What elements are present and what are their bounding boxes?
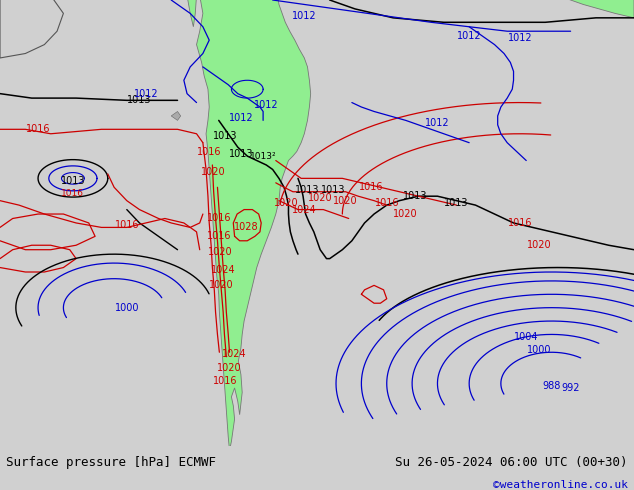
Text: 1000: 1000: [527, 345, 551, 355]
Text: 1012: 1012: [292, 11, 316, 21]
Polygon shape: [197, 0, 311, 450]
Text: 988: 988: [543, 381, 560, 391]
Text: 1024: 1024: [292, 204, 316, 215]
Text: 1020: 1020: [394, 209, 418, 219]
Text: 1016: 1016: [375, 198, 399, 208]
Text: 1016: 1016: [359, 182, 383, 192]
Text: 1016: 1016: [207, 231, 231, 242]
Text: 1020: 1020: [217, 363, 242, 373]
Text: Su 26-05-2024 06:00 UTC (00+30): Su 26-05-2024 06:00 UTC (00+30): [395, 456, 628, 469]
Text: 1020: 1020: [333, 196, 358, 206]
Text: 1024: 1024: [211, 265, 235, 275]
Polygon shape: [0, 0, 63, 58]
Text: 1016: 1016: [213, 376, 237, 386]
Text: ©weatheronline.co.uk: ©weatheronline.co.uk: [493, 480, 628, 490]
Text: 1020: 1020: [209, 280, 233, 291]
Text: 1016: 1016: [61, 189, 84, 197]
Text: 1013: 1013: [444, 198, 469, 208]
Text: 1016: 1016: [508, 218, 532, 228]
Text: 1013: 1013: [295, 185, 320, 195]
Text: 1013²: 1013²: [250, 151, 276, 161]
Text: 1013: 1013: [61, 175, 85, 186]
Polygon shape: [558, 0, 634, 18]
Text: 1013: 1013: [403, 191, 427, 201]
Text: 1013: 1013: [321, 185, 345, 195]
Text: 1016: 1016: [197, 147, 221, 157]
Text: 1020: 1020: [527, 240, 551, 250]
Text: 1020: 1020: [275, 198, 299, 208]
Text: Surface pressure [hPa] ECMWF: Surface pressure [hPa] ECMWF: [6, 456, 216, 469]
Text: 1024: 1024: [223, 349, 247, 360]
Text: 1000: 1000: [115, 303, 139, 313]
Text: 1016: 1016: [115, 220, 139, 230]
Text: 992: 992: [561, 383, 580, 393]
Text: 1016: 1016: [26, 124, 50, 134]
Text: 1012: 1012: [508, 33, 532, 43]
Text: 1012: 1012: [457, 31, 481, 41]
Text: 1016: 1016: [207, 214, 231, 223]
Text: 1012: 1012: [254, 100, 278, 110]
Text: 1004: 1004: [514, 332, 538, 342]
Text: 1020: 1020: [209, 247, 233, 257]
Text: 1020: 1020: [308, 194, 332, 203]
Text: 1028: 1028: [234, 222, 258, 232]
Text: 1013: 1013: [213, 131, 237, 141]
Text: 1012: 1012: [425, 118, 450, 127]
Polygon shape: [171, 112, 181, 121]
Text: 1013: 1013: [127, 96, 152, 105]
Text: 1012: 1012: [229, 113, 253, 123]
Text: 1012: 1012: [134, 89, 158, 98]
Polygon shape: [187, 0, 197, 27]
Text: 1020: 1020: [202, 167, 226, 177]
Text: 1013: 1013: [229, 149, 253, 159]
